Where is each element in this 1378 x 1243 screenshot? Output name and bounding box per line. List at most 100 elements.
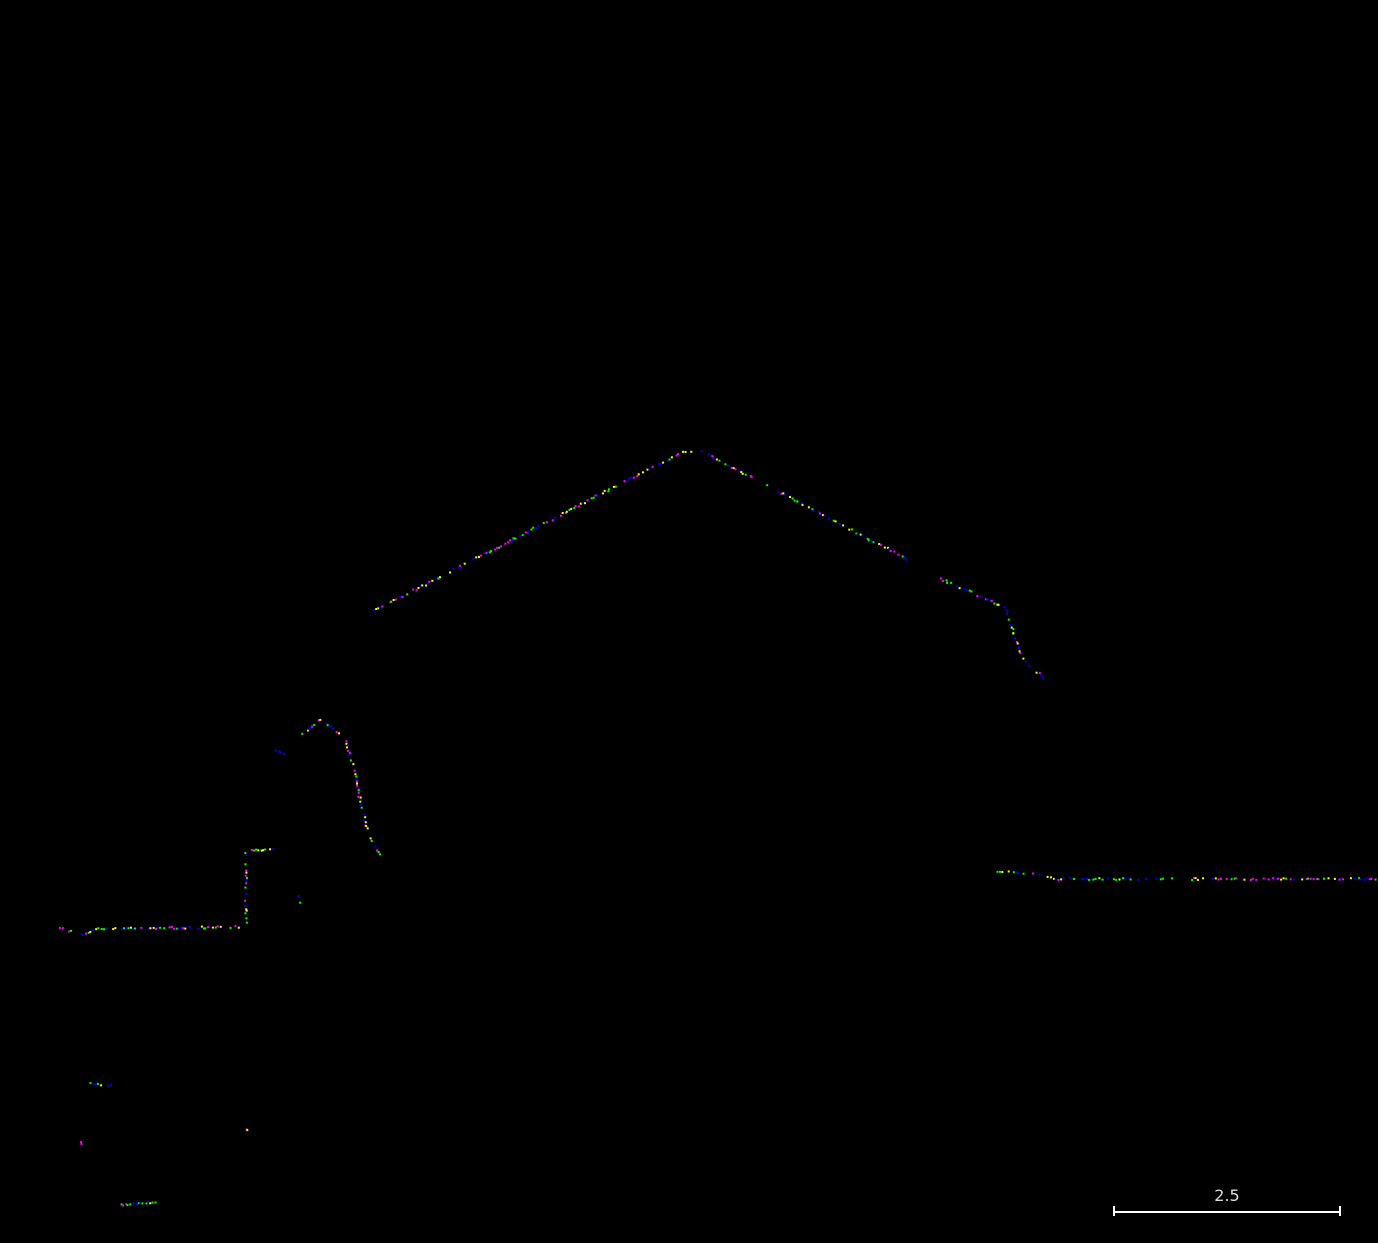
scan-point — [941, 580, 944, 582]
scan-point — [365, 825, 368, 828]
scan-point — [449, 571, 451, 574]
scan-point — [740, 471, 743, 474]
scan-point — [379, 853, 381, 856]
scan-point — [561, 512, 564, 514]
scan-point — [1129, 878, 1132, 881]
scan-point — [1062, 877, 1065, 880]
scan-point — [274, 749, 277, 752]
scan-point — [107, 1084, 110, 1087]
scan-point — [1255, 878, 1258, 881]
scan-point — [1219, 878, 1222, 880]
scan-point — [901, 555, 904, 558]
scan-point — [623, 480, 626, 483]
scan-point — [1365, 877, 1368, 880]
scan-point — [1014, 637, 1016, 640]
scan-point — [245, 892, 248, 895]
scan-point — [1118, 878, 1121, 881]
scan-point — [848, 528, 851, 531]
scan-point — [632, 476, 635, 479]
scan-point — [245, 917, 248, 920]
scan-point — [1211, 878, 1214, 881]
scan-point — [1042, 676, 1045, 679]
scan-point — [172, 927, 175, 930]
scan-point — [1280, 878, 1283, 881]
scan-point — [472, 558, 475, 561]
scan-point — [326, 722, 328, 725]
scan-point — [1267, 878, 1270, 881]
scan-point — [244, 912, 247, 915]
scan-point — [682, 450, 684, 453]
scan-point — [727, 464, 730, 467]
scan-point — [1217, 878, 1220, 881]
scan-point — [357, 787, 360, 790]
scan-point — [560, 514, 562, 517]
scan-point — [855, 532, 858, 535]
scan-point — [360, 806, 363, 809]
scan-point — [480, 554, 483, 557]
scan-point — [1191, 879, 1194, 881]
scan-point — [245, 909, 248, 912]
scan-point — [1316, 878, 1319, 880]
scan-point — [1122, 877, 1125, 880]
scan-point — [96, 1082, 99, 1085]
scan-point — [207, 926, 210, 929]
scan-point — [1080, 878, 1083, 881]
scan-point — [1019, 651, 1021, 654]
scan-point — [70, 929, 72, 932]
scan-point — [1155, 877, 1158, 880]
scan-point — [1016, 641, 1018, 643]
scan-point — [151, 1201, 154, 1204]
scan-point — [581, 501, 584, 504]
scan-point — [535, 527, 538, 530]
scan-point — [512, 537, 515, 540]
scan-point — [197, 927, 200, 930]
scan-point — [204, 927, 207, 930]
scan-point — [879, 543, 882, 546]
scan-point — [690, 450, 693, 453]
scan-point — [1040, 674, 1043, 677]
scan-point — [1012, 628, 1015, 631]
scan-point — [80, 1141, 82, 1144]
scan-point — [1112, 878, 1115, 881]
scan-point — [777, 490, 780, 493]
scan-point — [780, 492, 783, 495]
scan-point — [310, 726, 313, 729]
scan-point — [646, 468, 649, 471]
scan-point — [94, 1083, 97, 1086]
scan-point — [1035, 671, 1038, 674]
scan-point — [613, 485, 615, 488]
scan-point — [1072, 878, 1075, 880]
scan-point — [421, 584, 424, 587]
scan-point — [348, 754, 351, 757]
scan-point — [500, 545, 503, 548]
scan-point — [1007, 870, 1010, 873]
scan-point — [490, 550, 493, 553]
scan-point — [1060, 878, 1063, 881]
scan-point — [329, 725, 332, 728]
scan-point — [1009, 624, 1012, 627]
scan-point — [570, 507, 573, 510]
scan-point — [990, 599, 993, 602]
scan-point — [707, 453, 710, 456]
scan-point — [542, 522, 545, 524]
scan-point — [1171, 877, 1174, 880]
scan-point — [1233, 877, 1236, 880]
scan-point — [1359, 878, 1362, 881]
scan-point — [861, 534, 864, 537]
scan-point — [485, 551, 488, 554]
scan-point — [1016, 871, 1019, 874]
scan-point — [578, 505, 581, 508]
scan-point — [311, 725, 314, 728]
scan-point — [870, 539, 873, 542]
scan-point — [866, 537, 869, 540]
scan-point — [250, 849, 253, 851]
scan-point — [586, 499, 589, 502]
scan-point — [244, 904, 247, 907]
scan-point — [607, 490, 610, 493]
scan-point — [357, 791, 360, 794]
scan-point — [246, 1129, 249, 1132]
scan-point — [732, 467, 735, 470]
scan-point — [452, 567, 455, 570]
